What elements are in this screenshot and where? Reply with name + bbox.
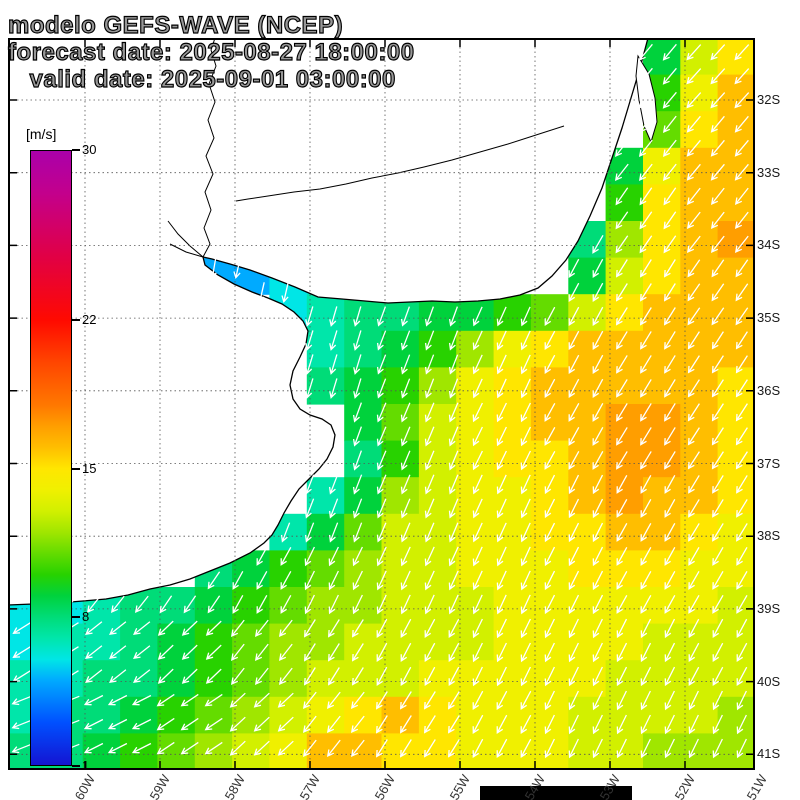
colorbar-tick-label: 8	[82, 609, 90, 625]
wind-arrows	[11, 43, 750, 759]
bottom-bar	[480, 786, 632, 800]
colorbar-tick	[72, 318, 80, 321]
lat-label: 37S	[757, 455, 781, 471]
map-border	[8, 38, 755, 770]
map-canvas	[8, 38, 755, 770]
colorbar-tick-label: 30	[82, 142, 97, 157]
model-title: modelo GEFS-WAVE (NCEP)	[7, 11, 344, 39]
colorbar-tick-label: 1	[82, 758, 90, 773]
lon-label: 51W	[743, 772, 770, 800]
lon-label: 59W	[146, 772, 173, 800]
colorbar	[30, 150, 72, 766]
colorbar-tick-label: 22	[82, 311, 97, 327]
lon-label: 55W	[446, 772, 473, 800]
lat-label: 32S	[757, 92, 781, 107]
colorbar-tick	[72, 765, 80, 767]
forecast-date-line: forecast date: 2025-08-27 18:00:00	[7, 38, 415, 66]
lat-label: 33S	[757, 164, 781, 180]
lon-label: 57W	[296, 772, 323, 800]
title-block: modelo GEFS-WAVE (NCEP) forecast date: 2…	[7, 11, 415, 93]
lon-label: 58W	[221, 772, 248, 800]
colorbar-tick-label: 15	[82, 460, 97, 476]
lat-label: 36S	[757, 382, 781, 398]
colorbar-unit-label: [m/s]	[26, 126, 57, 142]
lon-label: 56W	[371, 772, 398, 800]
lat-label: 38S	[757, 528, 781, 544]
lat-label: 35S	[757, 310, 781, 326]
lat-label: 34S	[757, 237, 781, 253]
colorbar-tick	[72, 616, 80, 619]
colorbar-tick	[72, 149, 80, 151]
lat-label: 41S	[757, 746, 781, 762]
colorbar-tick	[72, 467, 80, 470]
lat-label: 40S	[757, 673, 781, 689]
valid-date-line: valid date: 2025-09-01 03:00:00	[8, 65, 396, 93]
river-contours	[167, 38, 565, 258]
lat-label: 39S	[757, 600, 781, 616]
axis-ticks	[9, 39, 754, 769]
land-mass	[8, 38, 649, 606]
lon-label: 52W	[671, 772, 698, 800]
lon-label: 60W	[71, 772, 98, 800]
